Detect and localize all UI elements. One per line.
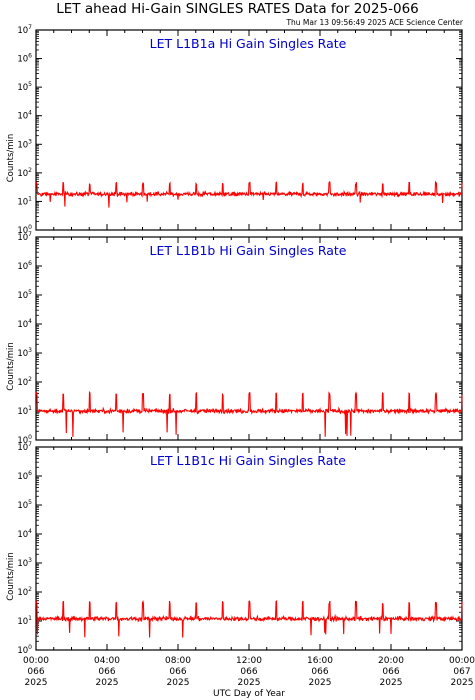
y-axis-label: Counts/min bbox=[6, 342, 16, 391]
y-tick-label: 105 bbox=[17, 499, 32, 511]
y-tick-label: 104 bbox=[17, 318, 32, 330]
y-tick-label: 105 bbox=[17, 289, 32, 301]
y-tick-label: 105 bbox=[17, 81, 32, 93]
y-tick-label: 106 bbox=[17, 260, 32, 272]
y-tick-label: 101 bbox=[17, 405, 32, 417]
panel-title: LET L1B1b Hi Gain Singles Rate bbox=[150, 243, 347, 258]
y-tick-label: 100 bbox=[17, 644, 32, 656]
x-tick-label-time: 08:00 bbox=[165, 656, 191, 666]
x-axis-label: UTC Day of Year bbox=[213, 689, 285, 699]
y-tick-label: 103 bbox=[17, 557, 32, 569]
x-tick-label-time: 00:00 bbox=[23, 656, 49, 666]
y-tick-label: 103 bbox=[17, 138, 32, 150]
y-tick-label: 104 bbox=[17, 110, 32, 122]
y-tick-label: 107 bbox=[17, 231, 32, 243]
y-tick-label: 101 bbox=[17, 615, 32, 627]
y-tick-label: 102 bbox=[17, 376, 32, 388]
x-tick-label-day: 067 bbox=[453, 667, 470, 677]
y-tick-label: 107 bbox=[17, 24, 32, 36]
panel-title: LET L1B1a Hi Gain Singles Rate bbox=[150, 36, 347, 51]
y-tick-label: 106 bbox=[17, 53, 32, 65]
x-tick-label-day: 066 bbox=[240, 667, 257, 677]
x-tick-label-year: 2025 bbox=[25, 678, 48, 688]
x-tick-label-time: 00:00 bbox=[449, 656, 475, 666]
y-tick-label: 101 bbox=[17, 195, 32, 207]
x-tick-label-year: 2025 bbox=[380, 678, 403, 688]
x-tick-label-year: 2025 bbox=[167, 678, 190, 688]
y-tick-label: 100 bbox=[17, 434, 32, 446]
x-tick-label-year: 2025 bbox=[96, 678, 119, 688]
x-tick-label-day: 066 bbox=[98, 667, 115, 677]
data-series-line bbox=[35, 390, 463, 437]
x-tick-label-day: 066 bbox=[382, 667, 399, 677]
data-series-line bbox=[35, 599, 463, 638]
y-tick-label: 102 bbox=[17, 167, 32, 179]
x-tick-label-time: 04:00 bbox=[94, 656, 120, 666]
panel-title: LET L1B1c Hi Gain Singles Rate bbox=[150, 453, 346, 468]
y-tick-label: 103 bbox=[17, 347, 32, 359]
y-tick-label: 100 bbox=[17, 224, 32, 236]
y-axis-label: Counts/min bbox=[6, 552, 16, 601]
y-tick-label: 104 bbox=[17, 528, 32, 540]
x-tick-label-day: 066 bbox=[311, 667, 328, 677]
x-tick-label-time: 20:00 bbox=[378, 656, 404, 666]
x-tick-label-year: 2025 bbox=[451, 678, 474, 688]
x-tick-label-day: 066 bbox=[27, 667, 44, 677]
x-tick-label-day: 066 bbox=[169, 667, 186, 677]
x-tick-label-time: 12:00 bbox=[236, 656, 262, 666]
x-tick-label-time: 16:00 bbox=[307, 656, 333, 666]
y-axis-label: Counts/min bbox=[6, 134, 16, 183]
plot-frame bbox=[35, 29, 463, 231]
page-title: LET ahead Hi-Gain SINGLES RATES Data for… bbox=[56, 1, 419, 17]
x-tick-label-year: 2025 bbox=[238, 678, 261, 688]
x-tick-label-year: 2025 bbox=[309, 678, 332, 688]
timestamp: Thu Mar 13 09:56:49 2025 ACE Science Cen… bbox=[286, 18, 463, 27]
y-tick-label: 106 bbox=[17, 470, 32, 482]
y-tick-label: 102 bbox=[17, 586, 32, 598]
data-series-line bbox=[35, 180, 463, 208]
y-tick-label: 107 bbox=[17, 441, 32, 453]
